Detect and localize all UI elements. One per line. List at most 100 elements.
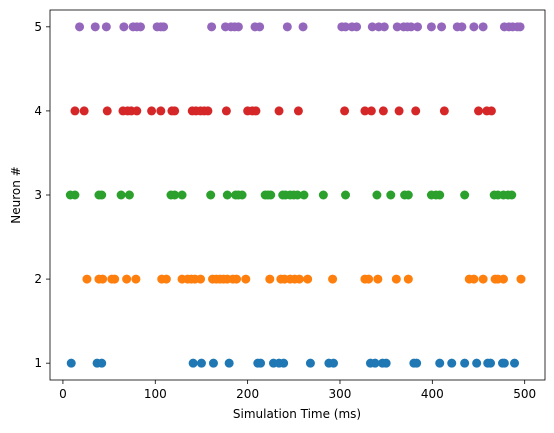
spike-point: [170, 106, 180, 116]
x-tick-label: 500: [513, 387, 536, 401]
spike-point: [131, 274, 141, 284]
spike-point: [122, 274, 132, 284]
spike-point: [486, 358, 496, 368]
spike-point: [224, 358, 234, 368]
y-tick-label: 2: [34, 272, 42, 286]
spike-point: [435, 190, 445, 200]
spike-point: [274, 106, 284, 116]
spike-point: [460, 190, 470, 200]
spike-point: [116, 190, 126, 200]
spike-point: [156, 106, 166, 116]
spike-point: [469, 22, 479, 32]
spike-point: [341, 190, 351, 200]
spike-point: [474, 106, 484, 116]
spike-point: [370, 358, 380, 368]
spike-point: [161, 274, 171, 284]
spike-point: [233, 22, 243, 32]
x-tick-label: 200: [236, 387, 259, 401]
spike-point: [251, 106, 261, 116]
spike-point: [403, 274, 413, 284]
spike-point: [279, 358, 289, 368]
spike-point: [293, 106, 303, 116]
x-tick-label: 100: [144, 387, 167, 401]
spike-point: [457, 22, 467, 32]
spike-point: [188, 358, 198, 368]
spike-point: [97, 190, 107, 200]
x-axis-label: Simulation Time (ms): [233, 407, 361, 421]
spike-point: [403, 190, 413, 200]
spike-point: [266, 190, 276, 200]
spike-point: [478, 22, 488, 32]
spike-point: [119, 22, 129, 32]
spike-point: [329, 358, 339, 368]
spike-point: [378, 106, 388, 116]
x-tick-label: 0: [59, 387, 67, 401]
spike-point: [392, 22, 402, 32]
spike-point: [426, 22, 436, 32]
x-tick-label: 300: [329, 387, 352, 401]
spike-point: [460, 358, 470, 368]
spike-point: [255, 22, 265, 32]
spike-point: [101, 22, 111, 32]
spike-point: [515, 22, 525, 32]
spike-point: [97, 358, 107, 368]
spike-point: [237, 190, 247, 200]
spike-point: [372, 190, 382, 200]
spike-point: [303, 274, 313, 284]
spike-point: [328, 274, 338, 284]
spike-point: [486, 106, 496, 116]
spike-point: [318, 190, 328, 200]
spike-point: [75, 22, 85, 32]
spike-point: [341, 22, 351, 32]
spike-point: [159, 22, 169, 32]
spike-point: [394, 106, 404, 116]
spike-point: [293, 190, 302, 200]
spike-point: [364, 274, 374, 284]
spike-point: [70, 106, 80, 116]
spike-point: [367, 22, 377, 32]
spike-point: [516, 274, 526, 284]
spike-point: [207, 22, 217, 32]
spike-point: [221, 106, 231, 116]
spike-point: [124, 190, 134, 200]
spike-point: [447, 358, 457, 368]
spike-point: [282, 22, 292, 32]
spike-point: [386, 190, 396, 200]
spike-point: [147, 106, 157, 116]
spike-point: [136, 22, 146, 32]
spike-point: [391, 274, 401, 284]
y-tick-label: 5: [34, 20, 42, 34]
spike-point: [110, 274, 120, 284]
spike-point: [208, 358, 218, 368]
y-tick-label: 1: [34, 356, 42, 370]
spike-point: [360, 106, 370, 116]
spike-point: [499, 358, 509, 368]
spike-point: [352, 22, 362, 32]
spike-point: [79, 106, 89, 116]
spike-point: [406, 22, 416, 32]
spike-point: [299, 190, 309, 200]
spike-point: [70, 190, 80, 200]
spike-point: [435, 358, 445, 368]
spike-point: [232, 274, 242, 284]
spike-point: [222, 190, 232, 200]
spike-point: [241, 274, 251, 284]
spike-point: [498, 274, 508, 284]
spike-point: [170, 190, 180, 200]
spike-point: [366, 106, 376, 116]
spike-point: [305, 358, 315, 368]
spike-point: [412, 358, 422, 368]
spike-point: [437, 22, 447, 32]
spike-point: [203, 106, 213, 116]
spike-point: [379, 22, 389, 32]
spike-point: [294, 274, 304, 284]
spike-point: [413, 22, 423, 32]
spike-point: [256, 358, 266, 368]
spike-point: [340, 106, 350, 116]
spike-point: [177, 190, 187, 200]
spike-point: [82, 274, 92, 284]
spike-point: [90, 22, 100, 32]
spike-point: [381, 358, 391, 368]
spike-point: [98, 274, 108, 284]
spike-point: [196, 274, 206, 284]
